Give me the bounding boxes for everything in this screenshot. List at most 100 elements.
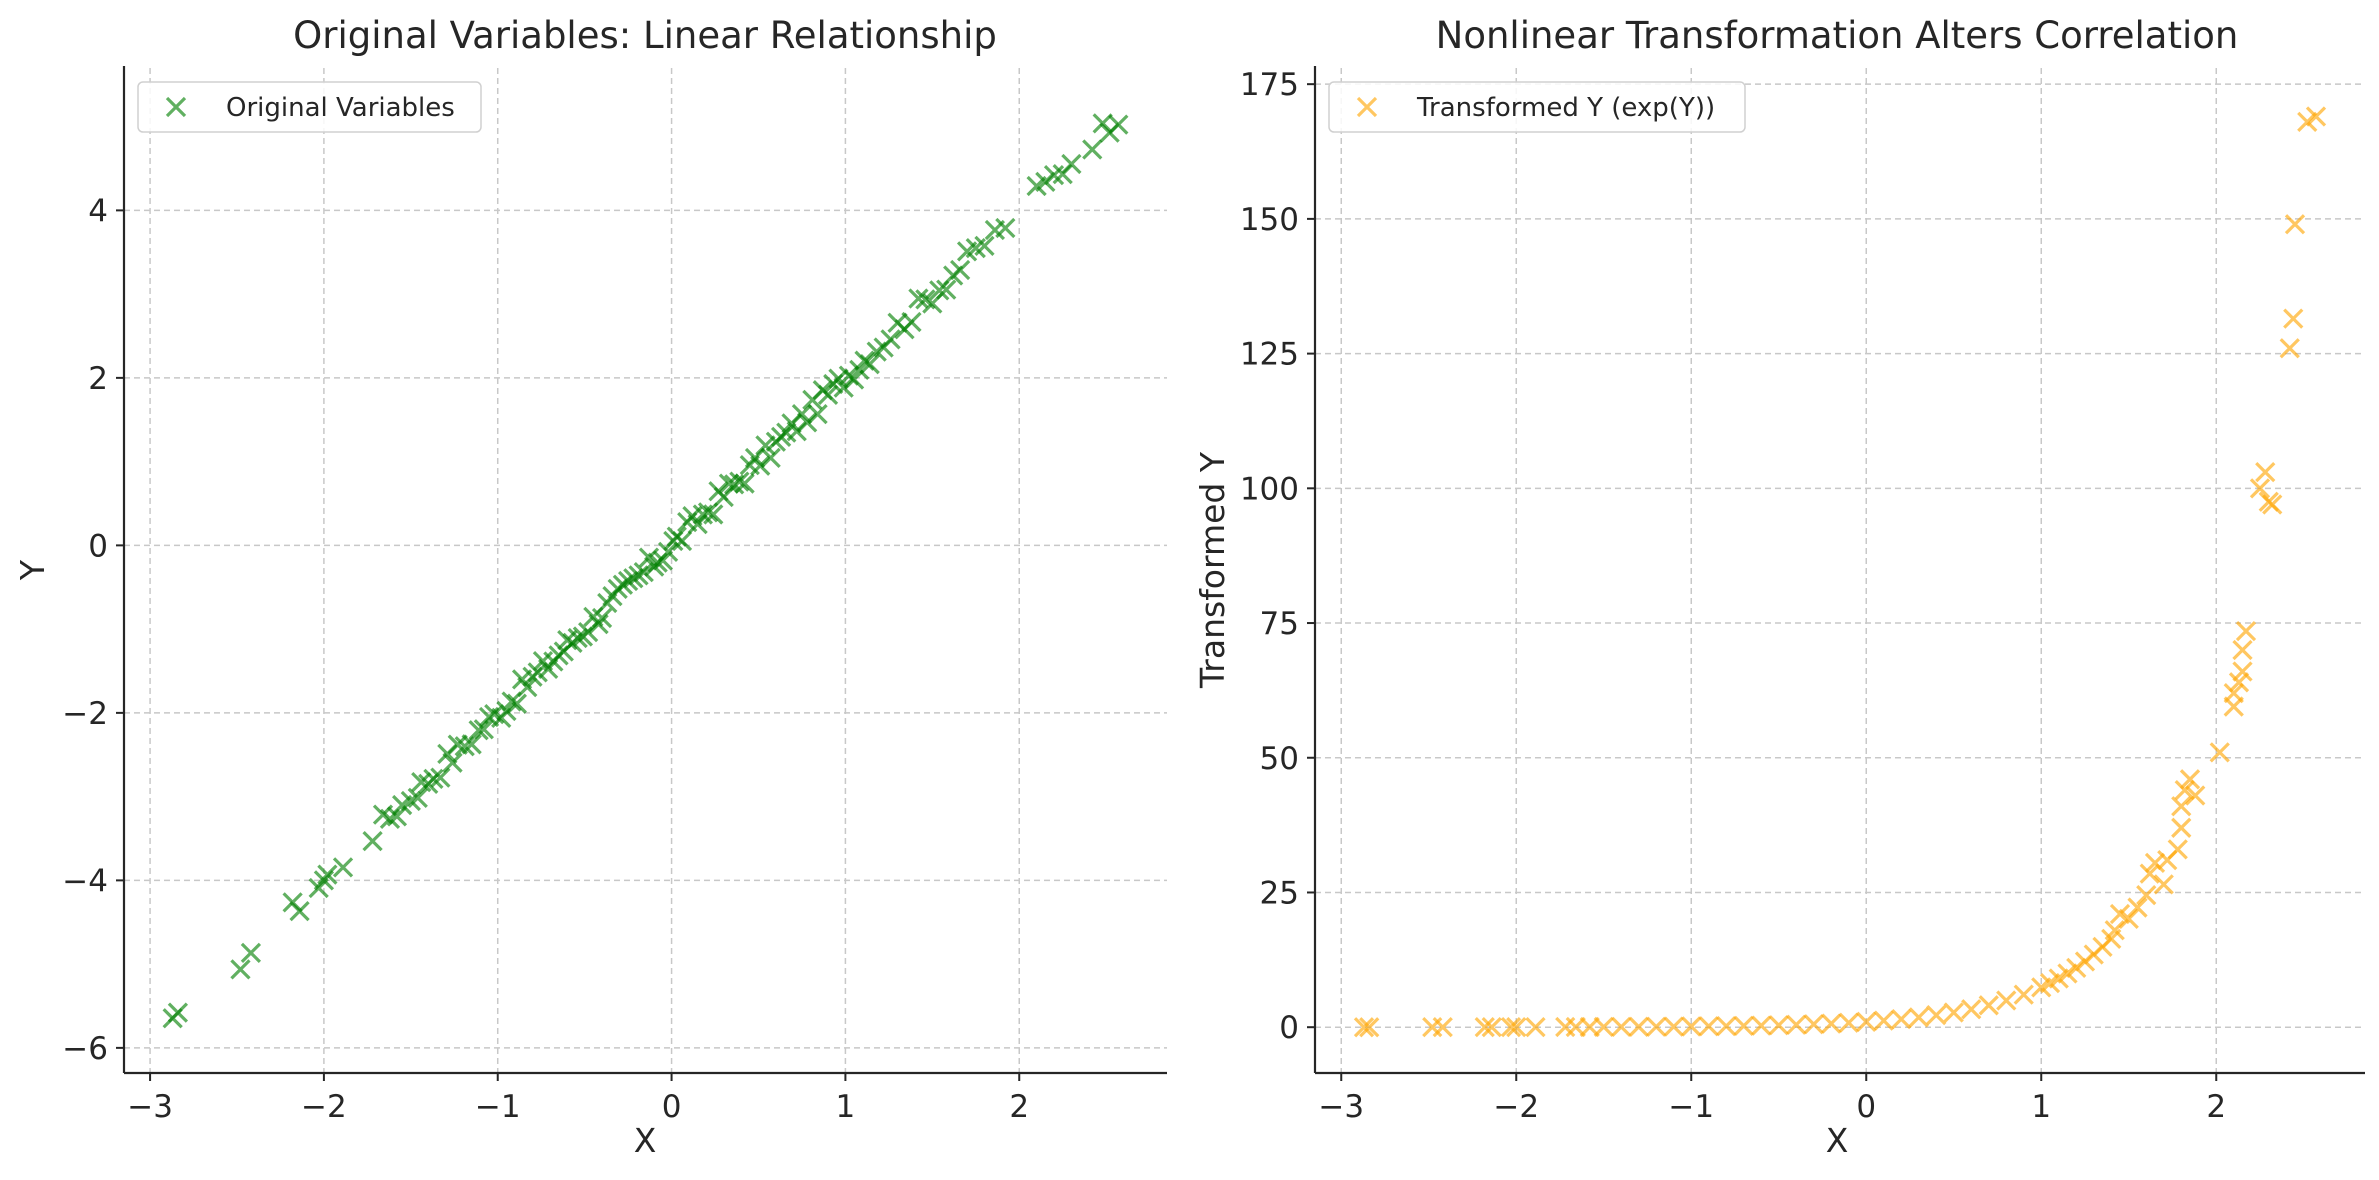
data-point [1698,1016,1719,1037]
data-point [591,607,613,629]
data-point [1751,1015,1772,1036]
data-point [2255,462,2276,483]
data-point [362,830,383,852]
data-point [2127,897,2148,918]
y-tick-label: −6 [62,1031,108,1067]
chart-original-variables: Original Variables: Linear Relationship … [13,14,1167,1160]
legend-box [1328,81,1746,133]
data-point [1092,113,1113,134]
data-point [2171,796,2192,817]
data-point [1768,1015,1789,1036]
data-point [1108,114,1129,135]
x-tick-label: −1 [1668,1089,1714,1125]
data-point [2235,620,2257,642]
x-tick-label: 2 [1009,1089,1029,1125]
data-point [2185,785,2206,806]
x-axis-label: X [1826,1121,1849,1160]
data-point [1506,1016,1527,1038]
data-point [2228,672,2250,693]
grid [124,68,1167,1073]
data-point [2013,984,2034,1005]
data-point [2153,874,2174,895]
y-tick-label: −4 [62,863,108,899]
data-point [2057,963,2078,984]
data-point [1474,1017,1495,1038]
data-point [332,857,354,878]
legend-marker [165,96,187,118]
data-point [859,354,880,375]
data-point [974,235,995,256]
data-point [849,359,870,381]
data-point [1786,1014,1807,1035]
y-tick-label: 0 [88,528,108,564]
data-point [623,568,644,589]
data-point [289,900,310,922]
data-point [567,627,588,649]
data-point [1961,999,1982,1020]
data-point [729,471,750,492]
data-point [1646,1016,1667,1037]
chart-nonlinear-transformation: Nonlinear Transformation Alters Correlat… [1193,14,2365,1160]
legend-marker [1356,96,1378,118]
data-point [2249,478,2271,499]
data-point [843,369,865,390]
data-point [880,329,901,350]
data-point [908,288,929,309]
data-point [423,768,444,790]
data-point [1593,1016,1614,1038]
y-tick-label: 2 [88,361,108,397]
data-point [473,719,494,740]
y-tick-label: 150 [1240,202,1299,238]
x-tick-label: 1 [836,1089,856,1125]
x-tick-label: −3 [127,1089,173,1125]
data-point [1432,1017,1453,1038]
y-tick-label: 75 [1260,606,1299,642]
data-point [2066,957,2087,979]
data-point [468,720,489,741]
data-point [1628,1016,1649,1037]
data-point [167,1002,189,1023]
data-point [407,787,428,809]
data-point [2174,779,2195,801]
data-point [1681,1016,1702,1037]
data-point [697,502,719,523]
x-tick-label: 2 [2206,1089,2226,1125]
data-point [2171,817,2192,838]
data-point [1803,1014,1824,1035]
y-tick-label: 125 [1240,337,1299,373]
data-point [1663,1016,1684,1037]
data-point [2279,338,2300,359]
data-point [506,693,527,714]
data-point [2139,863,2160,884]
data-points [1353,106,2327,1038]
data-point [1481,1017,1502,1038]
legend-label: Transformed Y (exp(Y)) [1416,93,1715,123]
data-point [1733,1015,1754,1036]
data-point [1908,1007,1929,1028]
y-tick-label: 50 [1260,741,1299,777]
data-point [2262,494,2283,515]
data-point [657,541,679,563]
data-point [1500,1016,1522,1038]
x-tick-label: −3 [1318,1089,1364,1125]
data-point [2283,308,2304,329]
x-tick-label: 1 [2031,1089,2051,1125]
legend-label: Original Variables [226,93,455,123]
data-point [2305,106,2327,127]
data-point [2284,214,2306,235]
data-point [995,217,1016,239]
data-point [1525,1016,1546,1038]
data-point [517,677,538,698]
data-point [760,447,781,468]
data-point [588,613,609,635]
chart-title: Original Variables: Linear Relationship [293,14,997,57]
data-point [1856,1011,1877,1032]
data-point [671,530,693,552]
data-point [240,942,262,963]
data-point [230,959,251,980]
data-points [162,113,1129,1029]
data-point [807,403,828,425]
data-point [1838,1012,1859,1033]
y-tick-label: 4 [88,193,108,229]
data-point [1061,153,1082,175]
